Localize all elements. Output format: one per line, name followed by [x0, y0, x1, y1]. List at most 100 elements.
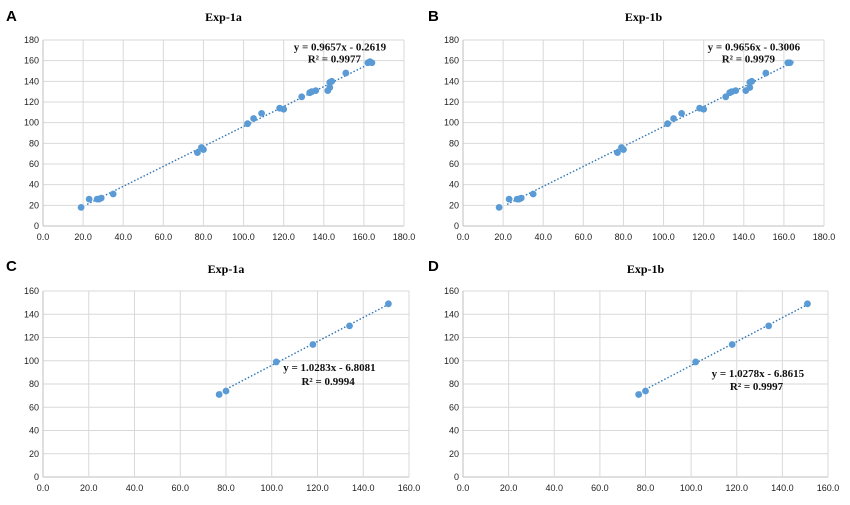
y-tick-label: 120	[24, 333, 39, 343]
data-point	[250, 115, 257, 122]
x-tick-label: 120.0	[725, 483, 748, 493]
data-point	[529, 190, 537, 198]
x-tick-label: 20.0	[80, 483, 98, 493]
chart-panel-b: B Exp-1b 0 20 40 60 80 100 120 140 160 180 0.0 20.0 40…	[428, 8, 835, 242]
data-point	[77, 204, 85, 211]
y-tick-label: 100	[24, 356, 39, 366]
y-tick-label: 160	[24, 286, 39, 296]
y-tick-label: 40	[449, 180, 459, 190]
r-squared-label: R² = 0.9977	[308, 54, 362, 66]
x-tick-label: 80.0	[217, 483, 235, 493]
data-point	[517, 194, 525, 202]
data-point	[326, 84, 334, 91]
y-tick-label: 180	[444, 35, 459, 45]
y-tick-label: 120	[444, 333, 459, 343]
y-tick-label: 0	[454, 472, 459, 482]
x-tick-label: 140.0	[733, 232, 756, 242]
data-point	[678, 109, 686, 117]
x-tick-label: 40.0	[114, 232, 132, 242]
chart-title: Exp-1b	[627, 262, 665, 276]
x-tick-label: 140.0	[771, 483, 794, 493]
y-tick-label: 0	[34, 472, 39, 482]
data-point	[385, 300, 392, 308]
chart-title: Exp-1a	[205, 10, 242, 24]
data-point	[728, 341, 736, 348]
x-tick-label: 160.0	[398, 483, 421, 493]
x-tick-label: 0.0	[457, 232, 470, 242]
chart-panel-d: D Exp-1b 0 20 40 60 80 100 120 140 160 0.0 20.0 40.0 6…	[428, 258, 839, 493]
data-point	[97, 194, 105, 202]
x-tick-label: 40.0	[126, 483, 144, 493]
data-point	[200, 146, 207, 153]
y-tick-label: 20	[449, 200, 459, 210]
chart-title: Exp-1a	[208, 262, 245, 276]
r-squared-label: R² = 0.9994	[301, 376, 355, 388]
chart-title: Exp-1b	[625, 10, 663, 24]
x-tick-label: 40.0	[534, 232, 552, 242]
x-tick-label: 120.0	[272, 232, 295, 242]
y-tick-label: 40	[29, 180, 39, 190]
x-tick-label: 160.0	[817, 483, 840, 493]
y-tick-label: 80	[449, 138, 459, 148]
data-point	[85, 195, 93, 203]
x-tick-label: 20.0	[494, 232, 512, 242]
data-point	[309, 341, 317, 348]
chart-panel-a: A Exp-1a 0 20 40 60 80 100 120 140 160 180 0.0 20.0 40…	[6, 8, 415, 242]
data-point	[620, 146, 627, 153]
y-tick-label: 0	[34, 221, 39, 231]
trendline	[506, 61, 795, 205]
x-tick-label: 80.0	[615, 232, 633, 242]
data-point	[670, 115, 677, 122]
trendline	[216, 302, 392, 395]
x-tick-label: 0.0	[457, 483, 470, 493]
y-tick-label: 60	[449, 159, 459, 169]
x-tick-label: 180.0	[393, 232, 416, 242]
data-point	[312, 87, 320, 95]
data-point	[765, 322, 773, 330]
y-tick-label: 120	[444, 97, 459, 107]
data-point	[328, 77, 336, 85]
data-point	[692, 358, 700, 366]
data-point	[109, 190, 117, 198]
y-tick-label: 60	[449, 402, 459, 412]
x-tick-label: 20.0	[74, 232, 92, 242]
x-tick-label: 80.0	[637, 483, 655, 493]
y-tick-label: 20	[29, 200, 39, 210]
trendline-equation: y = 0.9656x - 0.3006	[708, 41, 801, 53]
x-tick-label: 160.0	[353, 232, 376, 242]
r-squared-label: R² = 0.9997	[730, 381, 784, 393]
y-tick-label: 20	[449, 449, 459, 459]
panel-letter: B	[428, 8, 439, 25]
data-point	[746, 84, 754, 91]
x-tick-label: 140.0	[352, 483, 375, 493]
y-tick-label: 160	[444, 286, 459, 296]
data-point	[635, 391, 643, 398]
trendline	[636, 302, 811, 395]
x-tick-label: 140.0	[313, 232, 336, 242]
x-tick-label: 160.0	[773, 232, 796, 242]
trendline-equation: y = 1.0278x - 6.8615	[712, 368, 805, 380]
x-tick-label: 100.0	[232, 232, 255, 242]
chart-panel-c: C Exp-1a 0 20 40 60 80 100 120 140 160 0.0 20.0 40.0 6…	[6, 258, 420, 493]
x-tick-label: 40.0	[545, 483, 563, 493]
x-tick-label: 0.0	[37, 483, 50, 493]
data-point	[346, 322, 353, 330]
panel-letter: D	[428, 258, 439, 275]
trendline-equation: y = 1.0283x - 6.8081	[283, 362, 375, 374]
x-tick-label: 100.0	[680, 483, 703, 493]
x-tick-label: 60.0	[171, 483, 189, 493]
r-squared-label: R² = 0.9979	[722, 54, 776, 66]
y-tick-label: 60	[29, 402, 39, 412]
y-tick-label: 160	[444, 56, 459, 66]
y-tick-label: 80	[29, 379, 39, 389]
x-tick-label: 120.0	[692, 232, 715, 242]
x-tick-label: 20.0	[500, 483, 518, 493]
data-point	[614, 149, 621, 157]
x-tick-label: 100.0	[260, 483, 283, 493]
data-point	[505, 195, 513, 203]
y-tick-label: 140	[444, 76, 459, 86]
x-tick-label: 80.0	[195, 232, 213, 242]
data-point	[748, 77, 756, 85]
y-tick-label: 160	[24, 56, 39, 66]
